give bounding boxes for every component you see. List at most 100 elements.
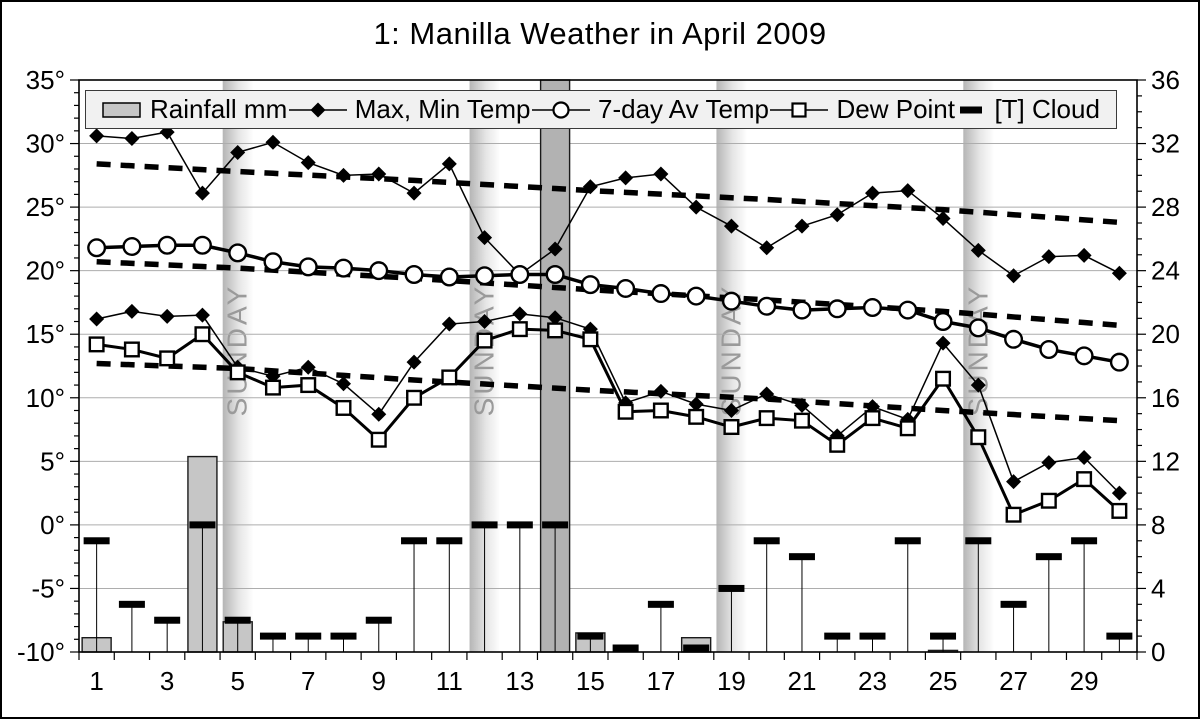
diamond-marker [477, 314, 493, 330]
square-marker-icon [770, 101, 829, 118]
circle-marker [827, 299, 847, 319]
trend-dashed-line [96, 360, 1120, 424]
diamond-marker [582, 179, 598, 195]
square-marker [793, 412, 810, 429]
square-marker [652, 402, 669, 419]
square-marker [229, 364, 246, 381]
diamond-marker [759, 386, 775, 402]
diamond-marker [194, 307, 210, 323]
circle-marker [545, 264, 565, 284]
x-axis-label: 23 [858, 666, 887, 696]
cloud-dash-marker [436, 537, 463, 545]
legend-item-rainfall-mm: Rainfall mm [102, 94, 287, 125]
max-temp-line [96, 131, 1120, 277]
cloud-dash-marker [753, 537, 780, 545]
right-axis-label: 0 [1151, 637, 1165, 667]
circle-marker [898, 300, 918, 320]
chart-legend: Rainfall mm Max, Min Temp 7-day Av Temp Dew… [85, 90, 1117, 129]
diamond-marker [230, 144, 246, 160]
cloud-dash-marker [330, 632, 357, 640]
circle-marker [616, 278, 636, 298]
legend-item-7-day-av-temp: 7-day Av Temp [531, 94, 770, 125]
diamond-marker [618, 170, 634, 186]
circle-marker [686, 286, 706, 306]
square-marker [864, 410, 881, 427]
cloud-dash-marker [401, 537, 428, 545]
sunday-band [716, 80, 747, 652]
diamond-marker [371, 406, 387, 422]
right-axis-label: 16 [1151, 383, 1180, 413]
square-marker [829, 436, 846, 453]
right-axis-label: 8 [1151, 510, 1165, 540]
cloud-dash-marker [612, 644, 639, 652]
left-axis-label: 0° [40, 510, 65, 540]
circle-marker [122, 237, 142, 257]
circle-marker [404, 264, 424, 284]
diamond-marker [723, 402, 739, 418]
cloud-dash-marker [930, 632, 957, 640]
diamond-marker [653, 383, 669, 399]
diamond-marker [300, 155, 316, 171]
circle-marker [263, 252, 283, 272]
cloud-dash-marker [1000, 600, 1027, 608]
diamond-marker [1076, 247, 1092, 263]
x-axis-label: 29 [1070, 666, 1099, 696]
diamond-marker [89, 311, 105, 327]
right-axis-label: 4 [1151, 573, 1165, 603]
legend-label: 7-day Av Temp [597, 94, 770, 124]
circle-marker [968, 318, 988, 338]
cloud-dash-marker [683, 644, 710, 652]
diamond-marker [935, 335, 951, 351]
diamond-marker [1041, 455, 1057, 471]
cloud-dash-marker [471, 521, 498, 529]
diamond-marker [547, 241, 563, 257]
square-marker [123, 341, 140, 358]
sunday-label: SUNDAY [469, 284, 500, 417]
cloud-dash-marker [118, 600, 145, 608]
diamond-marker [371, 166, 387, 182]
cloud-dash-marker [577, 632, 604, 640]
square-marker [547, 322, 564, 339]
cloud-dash-marker [189, 521, 216, 529]
diamond-marker [688, 199, 704, 215]
diamond-marker [688, 396, 704, 412]
left-axis-label: 15° [26, 319, 65, 349]
diamond-marker [1006, 268, 1022, 284]
diamond-marker [477, 230, 493, 246]
chart-title: 1: Manilla Weather in April 2009 [373, 16, 827, 51]
circle-marker [439, 267, 459, 287]
diamond-marker [512, 306, 528, 322]
square-marker [406, 389, 423, 406]
diamond-marker [336, 167, 351, 183]
cloud-dash-marker [788, 553, 815, 561]
cloud-dash-marker [647, 600, 674, 608]
rainfall-swatch-icon [102, 101, 141, 118]
diamond-marker [653, 166, 669, 182]
trend-dashed-line [96, 161, 1120, 226]
diamond-marker [794, 218, 810, 234]
x-axis-label: 19 [717, 666, 746, 696]
x-axis-label: 9 [372, 666, 386, 696]
diamond-marker [124, 303, 140, 319]
trend-dashed-line [96, 259, 1120, 329]
x-axis-label: 7 [301, 666, 315, 696]
diamond-marker [441, 156, 457, 172]
left-axis-label: 5° [40, 446, 65, 476]
square-marker [88, 336, 105, 353]
square-marker [335, 399, 352, 416]
diamond-marker [1111, 265, 1127, 281]
square-marker [1005, 506, 1022, 523]
cloud-dash-marker [859, 632, 886, 640]
legend-item-max-min-temp: Max, Min Temp [288, 94, 531, 125]
x-axis-label: 27 [999, 666, 1028, 696]
cloud-dash-marker [295, 632, 322, 640]
circle-marker [651, 284, 671, 304]
legend-label: Dew Point [836, 94, 955, 124]
x-axis-label: 17 [646, 666, 675, 696]
square-marker [441, 369, 458, 386]
circle-marker [510, 264, 530, 284]
circle-marker [792, 300, 812, 320]
diamond-marker [970, 242, 986, 258]
diamond-marker [759, 240, 775, 256]
